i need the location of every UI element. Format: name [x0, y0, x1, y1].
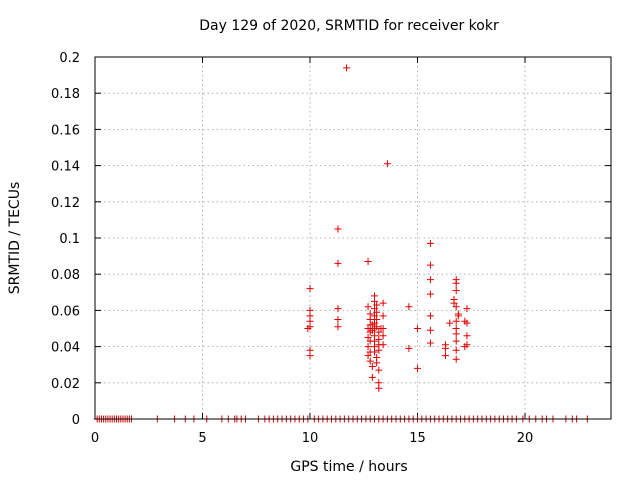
- tick-marks: [94, 56, 611, 420]
- data-point: [461, 343, 469, 351]
- data-point: [371, 297, 378, 305]
- x-axis-label: GPS time / hours: [290, 459, 407, 475]
- y-tick-label: 0.16: [51, 123, 80, 138]
- data-point: [373, 301, 381, 309]
- data-point: [364, 343, 372, 351]
- data-point: [452, 337, 460, 345]
- data-point: [414, 364, 421, 372]
- y-tick-label: 0.04: [51, 341, 80, 356]
- data-point: [368, 363, 376, 371]
- data-point: [371, 312, 378, 320]
- data-point: [463, 305, 471, 313]
- tick-labels: 0 0.02 0.04 0.06 0.08 0.1 0.12 0.14 0.16 0.18 0.2 0…: [51, 51, 533, 446]
- data-point: [334, 225, 342, 233]
- data-point: [371, 348, 378, 356]
- data-point: [334, 305, 342, 313]
- data-point: [461, 317, 469, 325]
- data-point: [426, 276, 434, 284]
- data-point: [364, 325, 372, 332]
- data-point: [441, 344, 449, 352]
- data-point: [426, 312, 434, 320]
- data-point: [334, 315, 342, 323]
- data-point: [379, 299, 387, 307]
- data-point: [375, 384, 383, 392]
- data-point: [414, 325, 421, 332]
- data-point: [452, 355, 460, 363]
- data-point: [306, 352, 314, 360]
- data-point: [450, 299, 458, 307]
- data-point: [375, 346, 383, 354]
- y-axis-label: SRMTID / TECUs: [7, 182, 23, 295]
- data-point: [454, 312, 462, 320]
- data-point: [368, 326, 376, 334]
- data-point: [334, 323, 342, 331]
- data-point: [452, 317, 460, 325]
- x-tick-label: 5: [198, 431, 206, 446]
- data-point: [405, 344, 413, 352]
- y-tick-label: 0.1: [59, 232, 80, 247]
- y-tick-label: 0.12: [51, 196, 80, 211]
- data-point: [373, 315, 381, 323]
- data-point: [373, 308, 381, 316]
- data-point: [383, 160, 391, 168]
- data-point: [373, 323, 381, 331]
- y-tick-label: 0.2: [59, 51, 80, 66]
- data-point: [364, 352, 372, 360]
- data-point: [375, 366, 383, 374]
- data-point: [379, 325, 387, 332]
- plot-frame: [94, 56, 612, 420]
- y-tick-label: 0: [72, 413, 80, 428]
- x-tick-label: 0: [91, 431, 99, 446]
- y-tick-label: 0.06: [51, 304, 80, 319]
- y-tick-label: 0.02: [51, 377, 80, 392]
- data-point: [304, 325, 312, 332]
- data-point: [452, 303, 460, 311]
- grid: [95, 57, 611, 419]
- data-point: [426, 326, 434, 334]
- data-point: [452, 286, 460, 294]
- data-point: [426, 261, 434, 269]
- x-tick-label: 20: [517, 431, 534, 446]
- data-point: [306, 285, 314, 293]
- x-tick-label: 10: [302, 431, 319, 446]
- data-point: [452, 346, 460, 354]
- data-point: [441, 352, 449, 360]
- data-point: [405, 303, 413, 311]
- data-point: [364, 334, 372, 342]
- data-point: [373, 359, 381, 367]
- data-point: [426, 239, 434, 247]
- data-point: [368, 373, 376, 381]
- y-tick-label: 0.14: [51, 160, 80, 175]
- data-point: [446, 319, 454, 327]
- data-point: [364, 303, 372, 311]
- data-point: [366, 357, 374, 365]
- y-tick-label: 0.08: [51, 268, 80, 283]
- data-point: [343, 64, 351, 72]
- x-tick-label: 15: [409, 431, 426, 446]
- data-point: [463, 332, 471, 340]
- data-point: [379, 312, 387, 320]
- data-point: [426, 339, 434, 347]
- data-point: [452, 330, 460, 338]
- y-tick-label: 0.18: [51, 87, 80, 102]
- data-point: [452, 279, 460, 287]
- data-point: [334, 259, 342, 267]
- data-point: [379, 341, 387, 349]
- data-point: [426, 290, 434, 298]
- data-point: [371, 305, 378, 313]
- chart-title: Day 129 of 2020, SRMTID for receiver kok…: [199, 18, 499, 34]
- data-point: [379, 332, 387, 340]
- data-point: [375, 328, 383, 336]
- data-point: [364, 258, 372, 266]
